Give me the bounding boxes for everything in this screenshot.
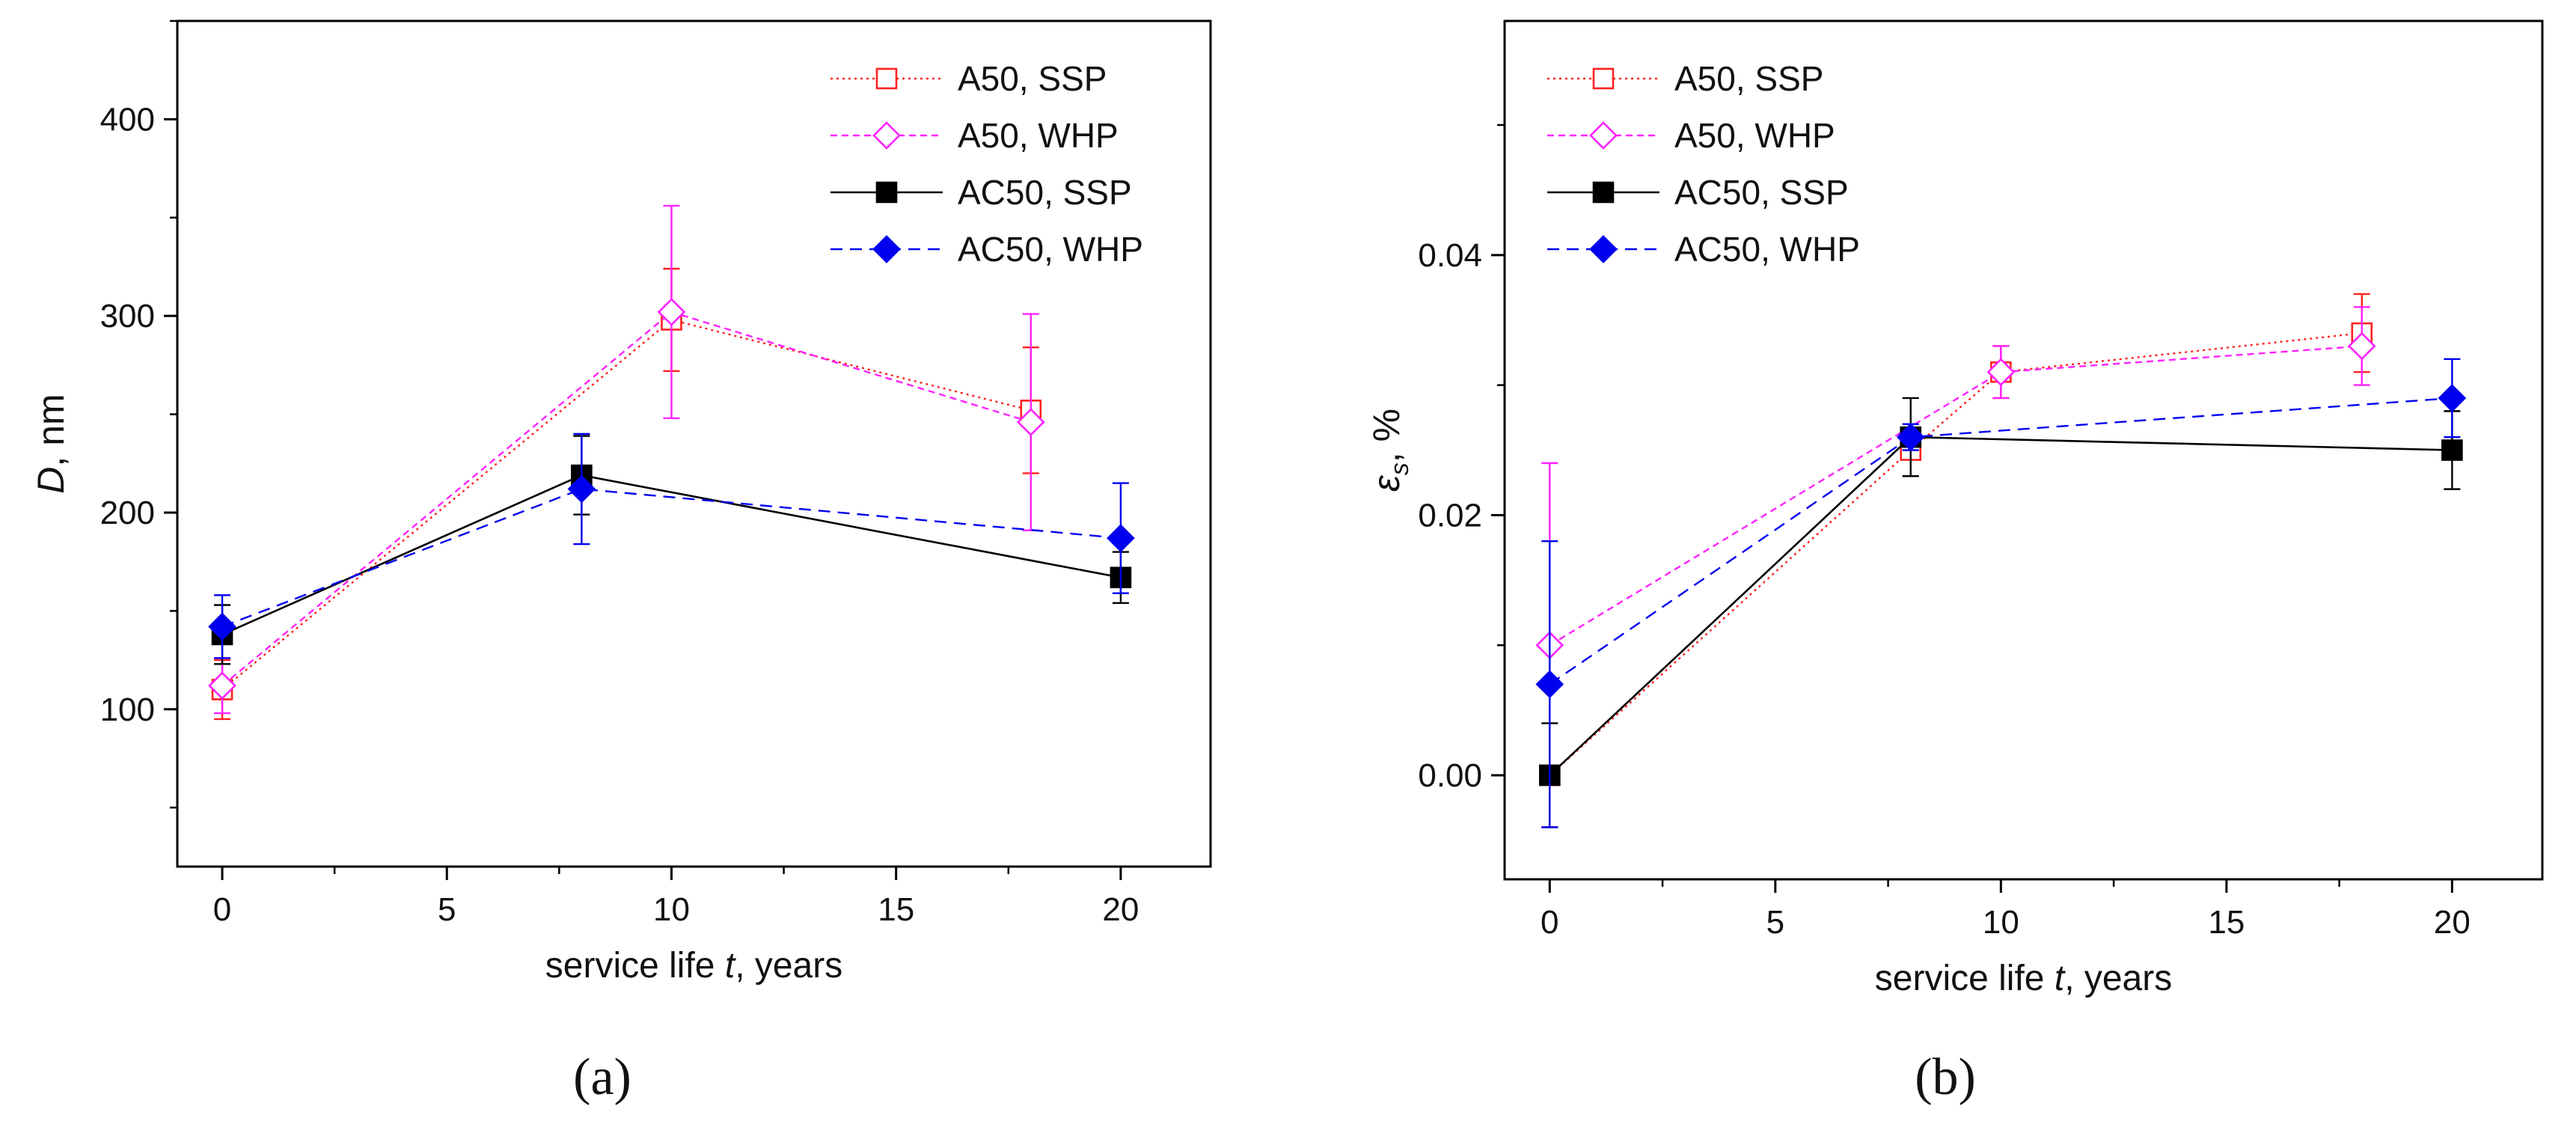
chart-a: 0 5 10 15 20 100 200 300 400 service life t, year… [30, 19, 1212, 986]
y-tick-label-a-2: 300 [100, 298, 155, 335]
y-tick-label-a-3: 400 [100, 101, 155, 138]
data-point-a-a50-whp-1 [657, 298, 686, 326]
x-tick-label-a-2: 10 [653, 891, 690, 928]
legend-marker-b-3 [1589, 235, 1618, 263]
data-point-a-ac50-whp-1 [567, 474, 596, 504]
x-axis-label-b: service life t, years [1875, 959, 2172, 998]
chart-b: 0 5 10 15 20 0.00 0.02 0.04 service life t, year… [1365, 19, 2544, 998]
data-point-a-a50-whp-2 [1016, 408, 1045, 436]
legend-label-b-3: AC50, WHP [1674, 230, 1860, 269]
legend-label-b-1: A50, WHP [1674, 116, 1835, 155]
legend-marker-b-1 [1589, 121, 1618, 150]
series-line-a-ac50-whp [221, 488, 1122, 628]
x-tick-label-a-0: 0 [213, 891, 231, 928]
data-point-a-ac50-whp-2 [1107, 524, 1135, 552]
y-axis-label-a: D, nm [30, 394, 72, 493]
data-point-b-ac50-whp-0 [1535, 670, 1564, 699]
x-tick-label-a-4: 20 [1102, 891, 1139, 928]
legend-marker-a-0 [875, 67, 898, 90]
data-point-b-a50-whp-1 [1986, 358, 2016, 387]
y-axis-label-b: εs, % [1365, 409, 1414, 492]
y-tick-label-b-2: 0.04 [1418, 237, 1482, 274]
data-point-a-ac50-whp-0 [208, 612, 236, 641]
x-tick-label-b-1: 5 [1766, 904, 1784, 941]
series-b-a50-whp [1535, 306, 2376, 828]
legend-label-b-0: A50, SSP [1674, 59, 1823, 98]
data-point-b-ac50-whp-2 [2438, 384, 2467, 412]
plot-frame-b [1503, 19, 2544, 881]
legend-label-a-1: A50, WHP [958, 116, 1119, 155]
x-tick-label-b-2: 10 [1983, 904, 2019, 941]
x-axis-label-a: service life t, years [545, 946, 842, 986]
y-tick-label-b-1: 0.02 [1418, 497, 1482, 534]
panel-label-a: (a) [573, 1048, 631, 1106]
series-a-a50-whp [208, 204, 1045, 715]
series-line-b-a50-whp [1549, 345, 2362, 647]
x-tick-label-a-1: 5 [438, 891, 456, 928]
x-tick-label-b-4: 20 [2434, 904, 2471, 941]
x-tick-label-b-0: 0 [1541, 904, 1558, 941]
legend-marker-a-1 [872, 121, 901, 150]
legend-marker-a-2 [875, 181, 898, 204]
data-point-b-a50-whp-2 [2347, 332, 2376, 361]
series-a-ac50-whp [208, 433, 1135, 659]
legend-label-a-0: A50, SSP [958, 59, 1107, 98]
plot-frame-a [176, 19, 1212, 868]
legend-label-a-2: AC50, SSP [958, 173, 1132, 212]
series-line-b-a50-ssp [1549, 332, 2362, 776]
x-tick-label-a-3: 15 [878, 891, 914, 928]
legend-marker-b-0 [1592, 67, 1615, 90]
legend-marker-a-3 [872, 235, 901, 263]
legend-marker-b-2 [1592, 181, 1615, 204]
y-tick-label-a-0: 100 [100, 691, 155, 728]
panel-label-b: (b) [1915, 1048, 1976, 1106]
data-point-a-a50-whp-0 [208, 671, 236, 700]
x-tick-label-b-3: 15 [2208, 904, 2245, 941]
y-tick-label-a-1: 200 [100, 495, 155, 531]
data-point-b-ac50-whp-1 [1896, 423, 1925, 451]
y-tick-label-b-0: 0.00 [1418, 757, 1482, 794]
legend-b: A50, SSP A50, WHP AC50, SSP AC50, WHP [1547, 59, 1860, 269]
data-point-b-ac50-ssp-2 [2441, 439, 2463, 461]
legend-label-b-2: AC50, SSP [1674, 173, 1849, 212]
legend-a: A50, SSP A50, WHP AC50, SSP AC50, WHP [830, 59, 1143, 269]
legend-label-a-3: AC50, WHP [958, 230, 1143, 269]
series-b-ac50-whp [1535, 358, 2467, 828]
